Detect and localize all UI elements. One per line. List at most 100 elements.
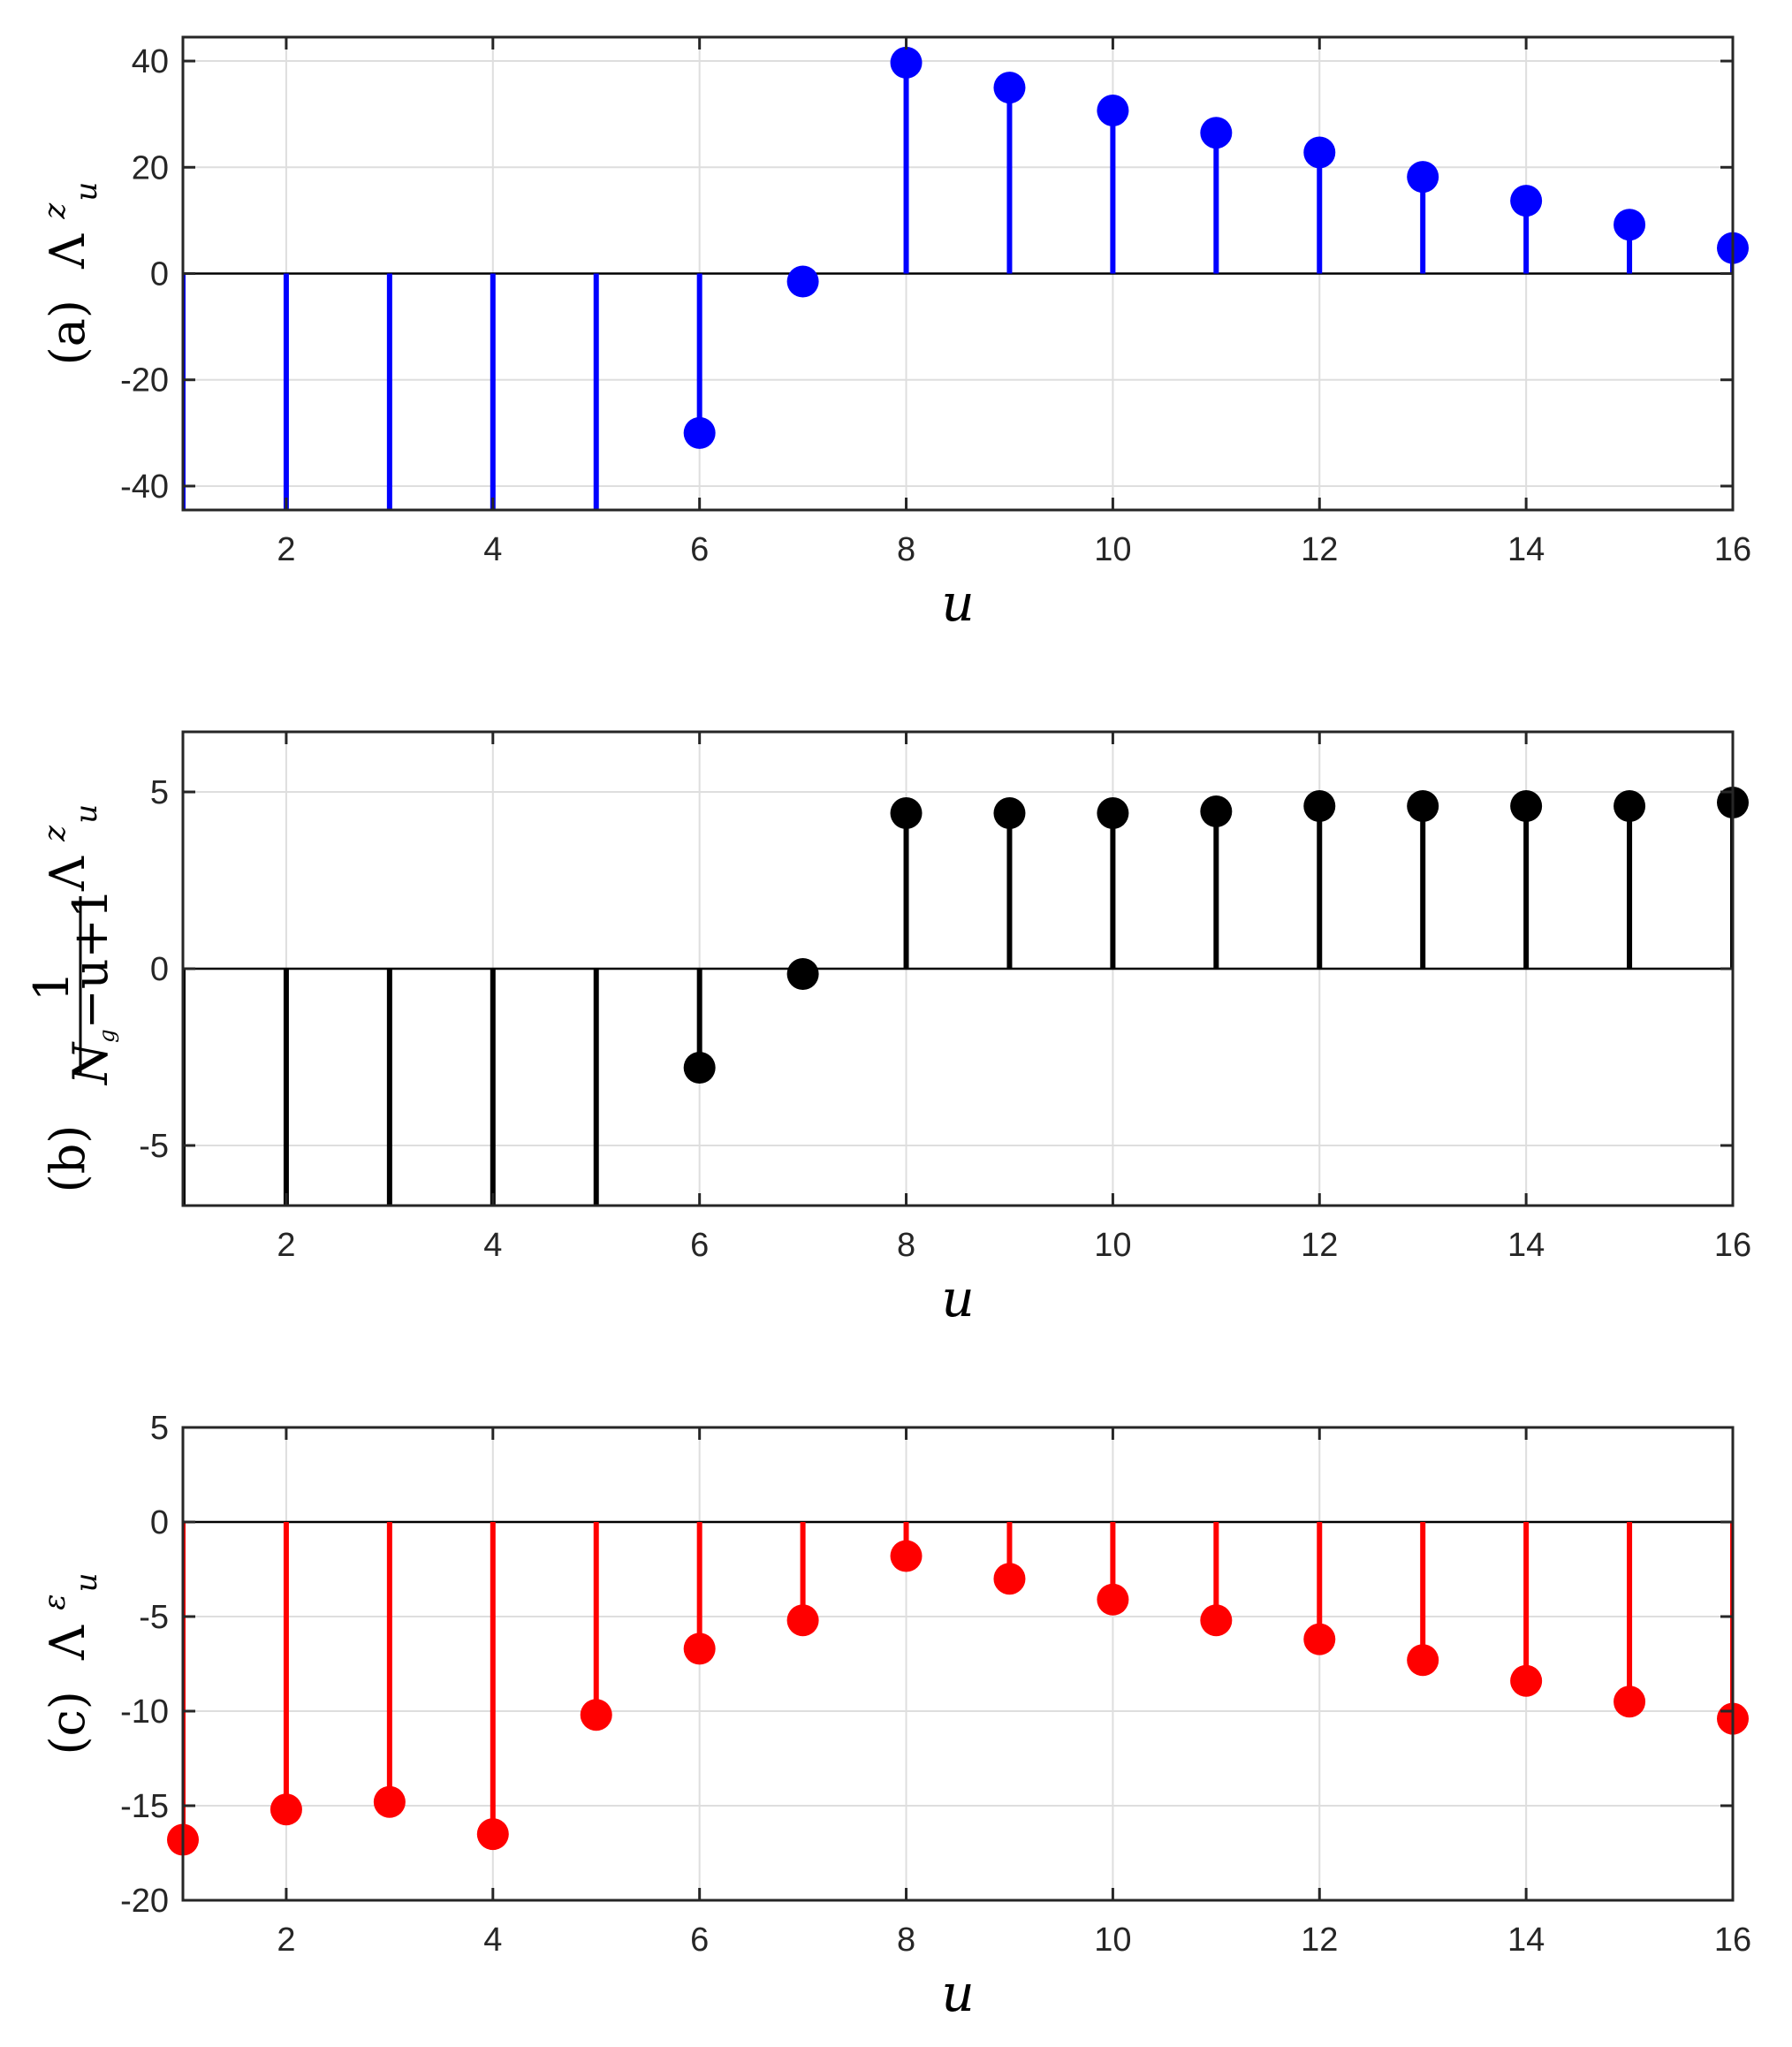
stem-marker — [1303, 790, 1336, 822]
y-tick-label: 0 — [150, 951, 169, 988]
stem-marker — [1614, 790, 1646, 822]
x-axis-label: u — [941, 1268, 974, 1328]
stem-marker — [683, 416, 716, 449]
stem-marker — [1303, 136, 1336, 169]
stem-marker — [1097, 1583, 1129, 1616]
x-tick-label: 16 — [1714, 531, 1751, 568]
lambda-term: Λ z u — [20, 804, 104, 892]
stem-marker — [1200, 795, 1233, 827]
ylabel-subscript: u — [69, 1572, 104, 1592]
x-tick-label: 10 — [1094, 531, 1131, 568]
x-tick-label: 10 — [1094, 1227, 1131, 1264]
fraction-denominator-tail: −u+1 — [63, 888, 118, 1030]
x-tick-label: 12 — [1301, 1227, 1338, 1264]
y-axis-label: (b) 1 Ng−u+1 Λ z u — [20, 804, 119, 1193]
stem-marker — [683, 1052, 716, 1084]
fraction-numerator: 1 — [24, 971, 80, 1001]
stem-marker — [1614, 1686, 1646, 1718]
stem-marker — [993, 797, 1026, 829]
ylabel-superscript: z — [37, 202, 72, 220]
stem-marker — [890, 1540, 923, 1572]
x-tick-label: 4 — [483, 531, 502, 568]
x-tick-label: 4 — [483, 1227, 502, 1264]
x-tick-label: 16 — [1714, 1921, 1751, 1959]
stem-marker — [373, 1785, 406, 1818]
stem-marker — [1510, 790, 1543, 822]
y-tick-label: -20 — [120, 1883, 169, 1920]
fraction-denominator: Ng−u+1 — [63, 888, 119, 1086]
x-tick-label: 12 — [1301, 531, 1338, 568]
lambda-symbol: Λ — [40, 856, 95, 892]
y-axis-label: (a) Λ z u — [20, 182, 104, 366]
panel-label: (a) — [40, 300, 95, 365]
stem-marker — [1303, 1623, 1336, 1655]
x-tick-label: 2 — [277, 1227, 295, 1264]
y-tick-label: -15 — [120, 1788, 169, 1825]
y-tick-label: 5 — [150, 774, 169, 811]
lambda-symbol: Λ — [40, 233, 95, 270]
panel-label: (b) — [40, 1125, 95, 1193]
stem-marker — [1200, 1604, 1233, 1637]
stem-marker — [993, 1563, 1026, 1595]
x-tick-label: 2 — [277, 1921, 295, 1959]
stem-marker — [1614, 209, 1646, 241]
panel-c: u (c) Λ ε u 2 4 6 8 10 12 14 16 -20 -15 -10 -5 0 5 — [20, 1410, 1751, 2023]
stem-marker — [890, 797, 923, 829]
lambda-symbol: Λ — [40, 1625, 95, 1661]
x-tick-label: 6 — [690, 531, 709, 568]
x-tick-label: 10 — [1094, 1921, 1131, 1959]
y-tick-label: 5 — [150, 1410, 169, 1447]
fraction-denominator-n: N — [63, 1041, 118, 1086]
stem-marker — [1097, 797, 1129, 829]
x-tick-label: 8 — [897, 1227, 915, 1264]
stem-marker — [1200, 117, 1233, 149]
x-tick-label: 6 — [690, 1227, 709, 1264]
panel-label: (c) — [40, 1691, 95, 1754]
ylabel-subscript: u — [69, 804, 104, 824]
stem-marker — [786, 958, 819, 990]
series — [183, 787, 1749, 1206]
series — [167, 1522, 1749, 1856]
y-tick-label: 0 — [150, 256, 169, 293]
y-tick-label: -5 — [139, 1128, 169, 1165]
stem-marker — [786, 265, 819, 298]
stem-marker — [580, 1699, 612, 1731]
panel-b: u (b) 1 Ng−u+1 Λ z u 2 4 6 8 10 12 14 16 -5 0 5 — [20, 730, 1751, 1328]
y-tick-label: -40 — [120, 468, 169, 506]
x-tick-label: 12 — [1301, 1921, 1338, 1959]
axes-frame — [181, 1426, 1735, 1902]
ylabel-superscript: z — [37, 825, 72, 842]
y-tick-label: -5 — [139, 1599, 169, 1636]
stem-marker — [786, 1604, 819, 1637]
x-tick-label: 4 — [483, 1921, 502, 1959]
fraction-denominator-sub: g — [95, 1030, 119, 1043]
ylabel-superscript: ε — [37, 1594, 72, 1610]
x-tick-label: 8 — [897, 531, 915, 568]
x-tick-label: 6 — [690, 1921, 709, 1959]
stem-marker — [270, 1793, 302, 1826]
panel-a: u (a) Λ z u 2 4 6 8 10 12 14 16 -40 -20 0 20 40 — [20, 35, 1751, 633]
x-axis-label: u — [941, 1963, 974, 2023]
stem-marker — [1510, 185, 1543, 217]
ylabel-subscript: u — [69, 182, 104, 202]
x-tick-label: 14 — [1507, 1227, 1545, 1264]
y-axis-label: (c) Λ ε u — [20, 1572, 104, 1754]
stem-marker — [1510, 1664, 1543, 1697]
stem-marker — [683, 1632, 716, 1665]
y-tick-label: -20 — [120, 362, 169, 400]
x-tick-label: 16 — [1714, 1227, 1751, 1264]
stem-marker — [1407, 161, 1439, 194]
stem-marker — [1407, 1644, 1439, 1677]
stem-marker — [1407, 790, 1439, 822]
x-tick-label: 2 — [277, 531, 295, 568]
x-tick-label: 8 — [897, 1921, 915, 1959]
stem-marker — [993, 72, 1026, 104]
stem-marker — [476, 1818, 509, 1851]
y-tick-label: 20 — [132, 149, 169, 186]
series — [183, 46, 1749, 510]
x-tick-label: 14 — [1507, 1921, 1545, 1959]
y-tick-label: 0 — [150, 1504, 169, 1541]
x-axis-label: u — [941, 573, 974, 633]
stem-marker — [1097, 94, 1129, 126]
